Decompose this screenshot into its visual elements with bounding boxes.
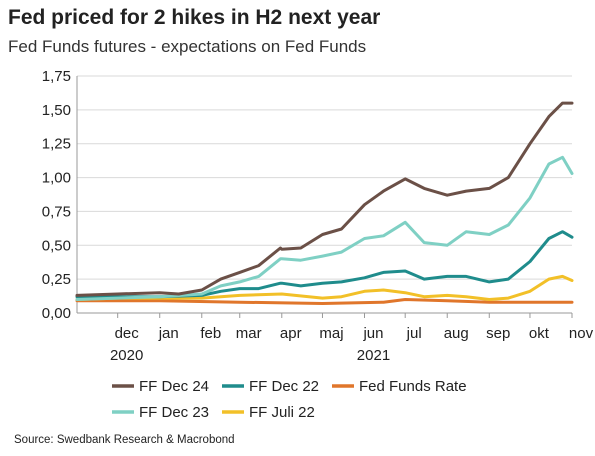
y-tick-label: 1,75 bbox=[42, 68, 71, 85]
x-tick-label: aug bbox=[444, 325, 469, 342]
y-tick-label: 0,00 bbox=[42, 305, 71, 322]
series-line bbox=[75, 230, 574, 299]
x-year-label: 2021 bbox=[357, 347, 390, 364]
series-lines bbox=[75, 101, 574, 305]
y-tick-label: 0,75 bbox=[42, 203, 71, 220]
legend-label: FF Dec 24 bbox=[139, 378, 209, 395]
x-tick-label: jul bbox=[406, 325, 422, 342]
y-tick-label: 1,50 bbox=[42, 102, 71, 119]
x-tick-label: jan bbox=[158, 325, 179, 342]
x-tick-label: dec bbox=[115, 325, 140, 342]
x-tick-label: sep bbox=[486, 325, 510, 342]
legend-label: FF Juli 22 bbox=[249, 404, 315, 421]
gridlines bbox=[77, 75, 572, 314]
x-tick-label: mar bbox=[236, 325, 262, 342]
x-tick-label: okt bbox=[529, 325, 550, 342]
x-tick-label: apr bbox=[280, 325, 302, 342]
source-note: Source: Swedbank Research & Macrobond bbox=[14, 434, 235, 446]
legend-label: FF Dec 22 bbox=[249, 378, 319, 395]
y-axis: 0,00 0,25 0,50 0,75 1,00 1,25 1,50 1,75 bbox=[42, 68, 78, 322]
y-tick-label: 0,25 bbox=[42, 271, 71, 288]
x-tick-label: feb bbox=[200, 325, 221, 342]
x-tick-label: jun bbox=[362, 325, 383, 342]
x-axis: dec jan feb mar apr maj jun jul aug sep okt nov 2020… bbox=[110, 313, 594, 364]
x-tick-label: maj bbox=[319, 325, 343, 342]
y-tick-label: 1,00 bbox=[42, 170, 71, 187]
series-line bbox=[75, 298, 574, 305]
series-line bbox=[75, 274, 574, 301]
chart-subtitle: Fed Funds futures - expectations on Fed … bbox=[8, 37, 367, 56]
y-tick-label: 0,50 bbox=[42, 237, 71, 254]
series-line bbox=[75, 155, 574, 301]
chart-title: Fed priced for 2 hikes in H2 next year bbox=[8, 6, 381, 29]
legend-label: Fed Funds Rate bbox=[359, 378, 467, 395]
x-year-label: 2020 bbox=[110, 347, 143, 364]
y-tick-label: 1,25 bbox=[42, 136, 71, 153]
legend: FF Dec 24 FF Dec 22 Fed Funds Rate FF Dec 2… bbox=[112, 378, 467, 421]
x-tick-label: nov bbox=[569, 325, 594, 342]
series-line bbox=[75, 101, 574, 297]
legend-label: FF Dec 23 bbox=[139, 404, 209, 421]
